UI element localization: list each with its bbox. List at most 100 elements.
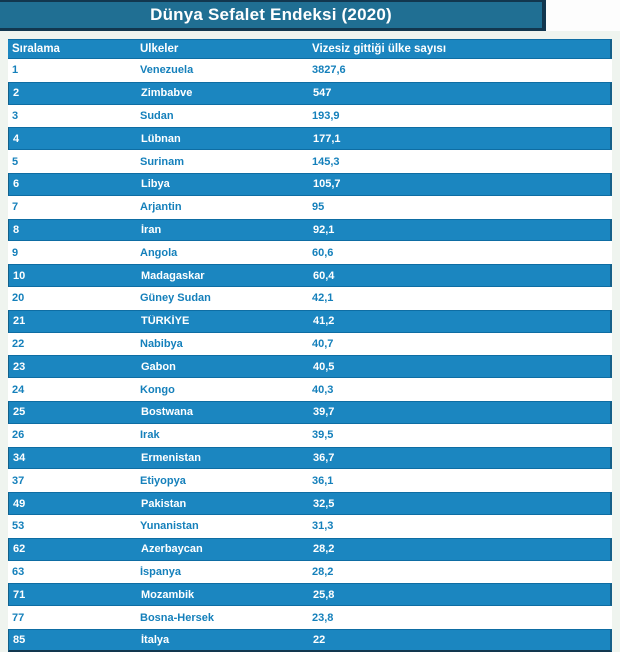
table-row: 10 Madagaskar 60,4 bbox=[8, 264, 612, 287]
value-cell: 28,2 bbox=[313, 543, 335, 556]
table-row: 77 Bosna-Hersek 23,8 bbox=[8, 606, 612, 629]
table-row: 21 TÜRKİYE 41,2 bbox=[8, 309, 612, 333]
country-cell: Nabibya bbox=[140, 337, 183, 350]
country-cell: Kongo bbox=[140, 383, 175, 396]
country-cell: Bosna-Hersek bbox=[140, 611, 214, 624]
country-cell: İspanya bbox=[140, 565, 181, 578]
value-cell: 145,3 bbox=[312, 155, 340, 168]
table-row: 2 Zimbabve 547 bbox=[8, 81, 612, 105]
table-row: 1 Venezuela 3827,6 bbox=[8, 59, 612, 82]
table-row: 23 Gabon 40,5 bbox=[8, 355, 612, 379]
value-cell: 60,6 bbox=[312, 246, 334, 259]
rank-cell: 49 bbox=[13, 497, 26, 510]
value-cell: 32,5 bbox=[313, 497, 335, 510]
rank-cell: 5 bbox=[12, 155, 19, 168]
table-row: 26 Irak 39,5 bbox=[8, 423, 612, 447]
country-cell: Pakistan bbox=[141, 497, 187, 510]
value-cell: 31,3 bbox=[312, 520, 334, 533]
rank-cell: 21 bbox=[13, 315, 26, 328]
table-row: 5 Surinam 145,3 bbox=[8, 150, 612, 173]
value-cell: 41,2 bbox=[313, 315, 335, 328]
value-cell: 22 bbox=[313, 633, 326, 646]
value-cell: 40,3 bbox=[312, 383, 334, 396]
table-row: 63 İspanya 28,2 bbox=[8, 560, 612, 584]
rank-cell: 10 bbox=[13, 269, 26, 282]
country-cell: Irak bbox=[140, 429, 160, 442]
value-cell: 40,7 bbox=[312, 337, 334, 350]
country-cell: İran bbox=[141, 223, 162, 236]
rank-cell: 26 bbox=[12, 429, 25, 442]
table-row: 7 Arjantin 95 bbox=[8, 195, 612, 219]
table-row: 62 Azerbaycan 28,2 bbox=[8, 537, 612, 561]
rank-cell: 34 bbox=[13, 451, 26, 464]
country-cell: Yunanistan bbox=[140, 520, 199, 533]
table-body: 1 Venezuela 3827,6 2 Zimbabve 547 3 Suda… bbox=[8, 59, 612, 652]
value-cell: 42,1 bbox=[312, 292, 334, 305]
rank-cell: 1 bbox=[12, 64, 19, 77]
rank-cell: 85 bbox=[13, 633, 26, 646]
country-cell: TÜRKİYE bbox=[141, 315, 190, 328]
country-cell: Etiyopya bbox=[140, 474, 186, 487]
value-cell: 177,1 bbox=[313, 132, 341, 145]
country-cell: Surinam bbox=[140, 155, 185, 168]
country-cell: Güney Sudan bbox=[140, 292, 211, 305]
value-cell: 28,2 bbox=[312, 565, 334, 578]
table-row: 53 Yunanistan 31,3 bbox=[8, 514, 612, 538]
rank-cell: 53 bbox=[12, 520, 25, 533]
rank-cell: 23 bbox=[13, 360, 26, 373]
country-cell: Mozambik bbox=[141, 588, 195, 601]
table-row: 24 Kongo 40,3 bbox=[8, 378, 612, 401]
header-rank: Sıralama bbox=[12, 43, 60, 55]
country-cell: İtalya bbox=[141, 633, 170, 646]
header-country: Ülkeler bbox=[140, 43, 179, 55]
page-title-text: Dünya Sefalet Endeksi (2020) bbox=[150, 5, 392, 24]
value-cell: 3827,6 bbox=[312, 64, 346, 77]
rank-cell: 6 bbox=[13, 178, 20, 191]
table-header-row: Sıralama Ülkeler Vizesiz gittiği ülke sa… bbox=[8, 39, 612, 59]
table-row: 49 Pakistan 32,5 bbox=[8, 492, 612, 515]
rank-cell: 24 bbox=[12, 383, 25, 396]
rank-cell: 20 bbox=[12, 292, 25, 305]
table-row: 6 Libya 105,7 bbox=[8, 172, 612, 196]
title-table-gap bbox=[0, 31, 620, 39]
value-cell: 39,5 bbox=[312, 429, 334, 442]
table-row: 20 Güney Sudan 42,1 bbox=[8, 286, 612, 310]
table-row: 37 Etiyopya 36,1 bbox=[8, 469, 612, 493]
country-cell: Angola bbox=[140, 246, 178, 259]
country-cell: Libya bbox=[141, 178, 170, 191]
table-row: 4 Lübnan 177,1 bbox=[8, 127, 612, 151]
country-cell: Bostwana bbox=[141, 406, 193, 419]
country-cell: Madagaskar bbox=[141, 269, 205, 282]
value-cell: 25,8 bbox=[313, 588, 335, 601]
table-row: 3 Sudan 193,9 bbox=[8, 104, 612, 128]
misery-index-table: Sıralama Ülkeler Vizesiz gittiği ülke sa… bbox=[8, 39, 612, 652]
rank-cell: 71 bbox=[13, 588, 26, 601]
value-cell: 60,4 bbox=[313, 269, 335, 282]
header-value: Vizesiz gittiği ülke sayısı bbox=[312, 43, 447, 55]
rank-cell: 4 bbox=[13, 132, 20, 145]
table-row: 22 Nabibya 40,7 bbox=[8, 332, 612, 356]
country-cell: Venezuela bbox=[140, 64, 194, 77]
rank-cell: 25 bbox=[13, 406, 26, 419]
rank-cell: 9 bbox=[12, 246, 19, 259]
value-cell: 23,8 bbox=[312, 611, 334, 624]
title-filler bbox=[546, 0, 620, 31]
value-cell: 36,7 bbox=[313, 451, 335, 464]
value-cell: 39,7 bbox=[313, 406, 335, 419]
rank-cell: 2 bbox=[13, 87, 20, 100]
country-cell: Zimbabve bbox=[141, 87, 193, 100]
value-cell: 95 bbox=[312, 201, 325, 214]
value-cell: 547 bbox=[313, 87, 332, 100]
table-row: 25 Bostwana 39,7 bbox=[8, 400, 612, 424]
title-row: Dünya Sefalet Endeksi (2020) bbox=[0, 0, 620, 31]
page-title: Dünya Sefalet Endeksi (2020) bbox=[0, 0, 546, 31]
rank-cell: 77 bbox=[12, 611, 25, 624]
table-row: 85 İtalya 22 bbox=[8, 628, 612, 652]
country-cell: Gabon bbox=[141, 360, 176, 373]
rank-cell: 22 bbox=[12, 337, 25, 350]
value-cell: 105,7 bbox=[313, 178, 341, 191]
country-cell: Sudan bbox=[140, 109, 174, 122]
country-cell: Azerbaycan bbox=[141, 543, 203, 556]
rank-cell: 3 bbox=[12, 109, 19, 122]
country-cell: Arjantin bbox=[140, 201, 182, 214]
